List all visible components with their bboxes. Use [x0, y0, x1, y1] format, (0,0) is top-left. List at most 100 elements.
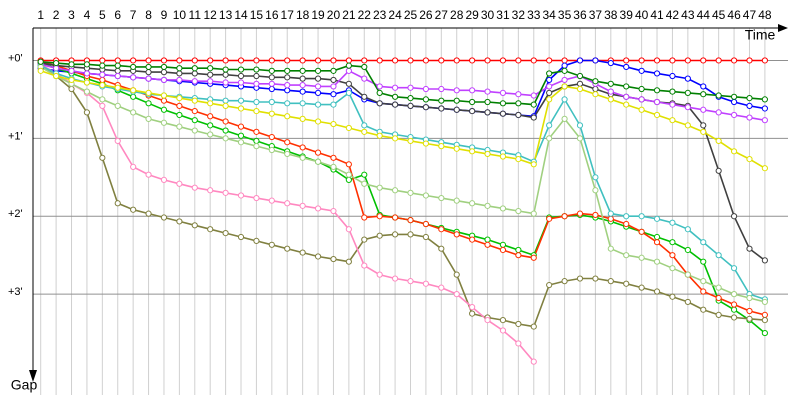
data-point	[484, 88, 491, 95]
data-point	[376, 100, 383, 107]
x-tick-label: 19	[311, 8, 325, 22]
data-point	[700, 288, 707, 295]
x-tick-label: 1	[37, 8, 44, 22]
data-point	[191, 57, 198, 64]
data-point	[176, 70, 183, 77]
data-point	[345, 124, 352, 132]
series-layer	[37, 57, 768, 365]
data-point	[284, 100, 291, 107]
data-point	[145, 210, 152, 217]
data-point	[222, 97, 229, 104]
data-point	[561, 96, 568, 103]
data-point	[546, 83, 553, 90]
x-tick-label: 40	[635, 8, 649, 22]
data-point	[361, 180, 368, 187]
x-tick-label: 48	[758, 8, 772, 22]
data-point	[314, 149, 322, 156]
data-point	[438, 194, 445, 202]
data-point	[530, 57, 537, 64]
data-point	[114, 57, 121, 64]
x-tick-label: 4	[84, 8, 91, 22]
data-point	[130, 57, 137, 64]
data-point	[99, 71, 106, 78]
data-point	[284, 113, 291, 120]
data-point	[730, 213, 738, 220]
data-point	[469, 57, 476, 64]
data-point	[653, 258, 661, 265]
data-point	[345, 171, 352, 178]
data-point	[345, 62, 352, 69]
data-point	[730, 291, 738, 298]
data-point	[653, 111, 661, 119]
data-point	[515, 57, 522, 64]
data-point	[761, 96, 768, 103]
data-point	[761, 117, 768, 124]
data-point	[546, 76, 553, 84]
data-point	[53, 65, 60, 72]
data-point	[207, 131, 214, 138]
data-point	[607, 96, 614, 103]
data-point	[237, 132, 245, 139]
data-point	[176, 180, 183, 187]
x-tick-label: 5	[99, 8, 106, 22]
data-point	[469, 148, 476, 155]
data-point	[83, 109, 91, 116]
data-point	[330, 76, 337, 84]
data-point	[530, 323, 537, 330]
data-point	[53, 72, 60, 80]
data-point	[638, 67, 645, 74]
data-point	[546, 215, 553, 222]
x-tick-label: 42	[666, 8, 680, 22]
x-tick-label: 47	[743, 8, 757, 22]
data-point	[222, 71, 229, 78]
data-point	[391, 231, 399, 238]
data-point	[422, 192, 430, 199]
y-tick-label: +2'	[8, 208, 23, 220]
data-point	[299, 249, 306, 256]
data-point	[438, 226, 445, 233]
data-point	[730, 111, 738, 119]
data-point	[345, 57, 352, 64]
data-point	[684, 122, 691, 129]
data-point	[68, 61, 75, 68]
data-point	[314, 253, 322, 260]
x-tick-label: 26	[419, 8, 433, 22]
data-point	[330, 120, 337, 128]
data-point	[422, 233, 430, 241]
data-point	[253, 107, 260, 115]
data-point	[99, 76, 106, 84]
data-point	[391, 275, 399, 282]
data-point	[114, 200, 121, 207]
data-point	[530, 92, 537, 99]
data-point	[453, 197, 460, 204]
data-point	[361, 262, 368, 269]
data-point	[546, 122, 553, 129]
data-point	[176, 102, 183, 109]
data-point	[391, 57, 399, 64]
data-point	[700, 57, 707, 64]
data-point	[730, 301, 738, 308]
data-point	[746, 294, 753, 302]
data-point	[576, 135, 584, 142]
data-point	[361, 93, 368, 100]
data-point	[391, 84, 399, 91]
data-point	[407, 278, 414, 285]
data-point	[99, 154, 106, 161]
data-point	[623, 252, 630, 259]
data-point	[268, 85, 275, 93]
data-point	[669, 265, 676, 272]
data-point	[207, 100, 214, 107]
data-point	[638, 213, 645, 220]
x-tick-label: 20	[327, 8, 341, 22]
data-point	[407, 84, 414, 91]
data-point	[669, 239, 676, 246]
data-point	[561, 278, 568, 285]
data-point	[607, 210, 614, 217]
data-point	[253, 194, 260, 202]
data-point	[176, 111, 183, 119]
x-tick-label: 41	[650, 8, 664, 22]
data-point	[376, 232, 383, 239]
data-point	[653, 239, 661, 246]
data-point	[469, 107, 476, 115]
data-point	[607, 80, 614, 87]
